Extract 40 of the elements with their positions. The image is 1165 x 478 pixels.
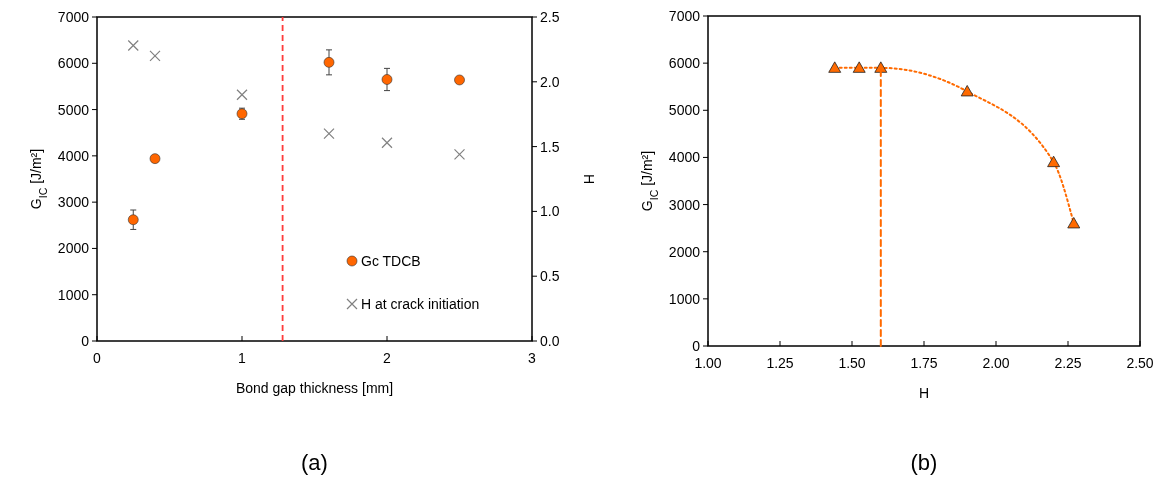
text: (a) [301,450,328,475]
x-tick-label: 1.25 [766,355,794,371]
x-tick-label: 1.75 [910,355,938,371]
x-tick-label: 1.50 [838,355,866,371]
x-tick-label: 2.25 [1054,355,1082,371]
y-tick-label: 0 [81,333,90,349]
y-tick-label: 5000 [57,101,90,118]
x-tick-label: 2 [383,350,392,366]
y-tick-label: 1000 [668,290,701,307]
y-tick-label: 2000 [57,240,90,257]
y-tick-label: 6000 [57,55,90,72]
x-tick-label: 2.00 [982,355,1010,371]
x-tick-label: 0 [93,350,102,366]
y-tick-label: 2000 [668,243,701,260]
y2-tick-label: 0.0 [540,333,560,349]
y-tick-label: 7000 [57,9,90,25]
y2-tick-label: 1.0 [540,203,560,220]
x-tick-label: 1 [238,350,247,366]
y2-tick-label: 1.5 [540,138,560,155]
legend-label: Gc TDCB [361,253,421,269]
text: (b) [910,450,938,475]
y-tick-label: 4000 [668,149,701,166]
x-axis-title: Bond gap thickness [mm] [235,380,394,396]
y-tick-label: 3000 [668,196,701,213]
y2-tick-label: 2.0 [540,73,560,90]
y-tick-label: 0 [692,338,701,354]
y2-tick-label: 2.5 [540,9,560,25]
y2-axis-title: H [581,173,597,185]
y-tick-label: 7000 [668,8,701,24]
y-tick-label: 1000 [57,286,90,303]
x-tick-label: 3 [528,350,537,366]
y2-tick-label: 0.5 [540,268,560,285]
y-tick-label: 6000 [668,55,701,72]
y-tick-label: 5000 [668,102,701,119]
y-tick-label: 4000 [57,147,90,164]
x-tick-label: 2.50 [1126,355,1154,371]
x-axis-title: H [918,385,930,401]
x-tick-label: 1.00 [694,355,722,371]
legend-label: H at crack initiation [361,296,480,312]
y-tick-label: 3000 [57,194,90,211]
